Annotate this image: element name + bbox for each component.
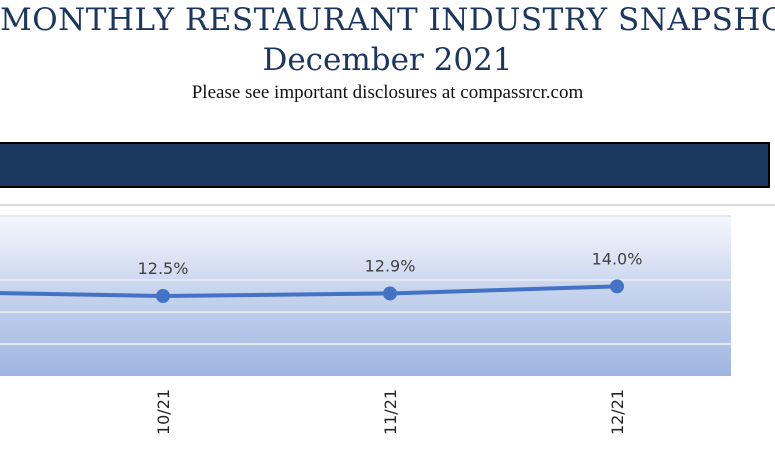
section-banner [0, 142, 770, 188]
data-point [610, 279, 624, 294]
disclosure-note: Please see important disclosures at comp… [191, 82, 584, 103]
data-label: 14.0% [592, 249, 643, 268]
line-chart: 12.5% 12.9% 14.0% 10/21 11/21 12/21 [0, 215, 731, 435]
data-point [156, 289, 170, 303]
data-label: 12.9% [365, 256, 416, 275]
x-tick-label: 11/21 [381, 389, 400, 435]
chart-frame [0, 204, 775, 466]
x-axis-ticks: 10/21 11/21 12/21 [154, 389, 627, 435]
data-labels: 12.5% 12.9% 14.0% [138, 249, 643, 278]
page-title: MONTHLY RESTAURANT INDUSTRY SNAPSHOT [0, 2, 775, 38]
series-line [0, 284, 618, 298]
gridlines [0, 215, 731, 345]
x-tick-label: 10/21 [154, 389, 173, 435]
series-line-group [0, 279, 624, 303]
data-point [383, 286, 397, 301]
x-tick-label: 12/21 [608, 389, 627, 435]
page-subtitle: December 2021 [262, 42, 513, 78]
data-label: 12.5% [138, 259, 189, 278]
